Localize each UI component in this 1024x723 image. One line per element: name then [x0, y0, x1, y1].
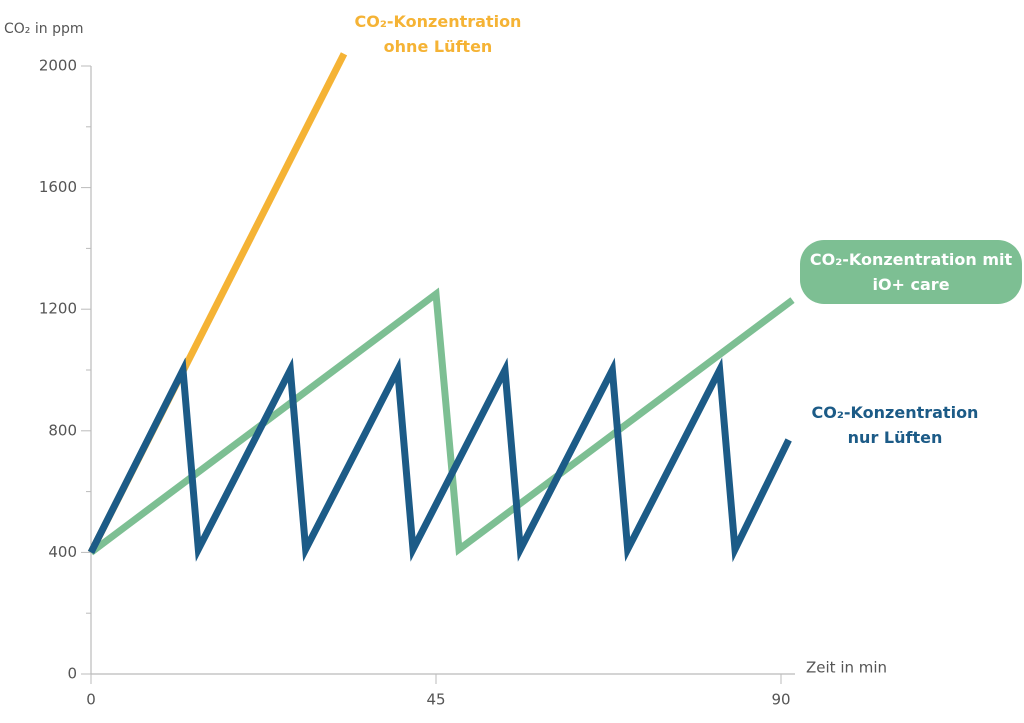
x-tick-label: 90 — [771, 691, 790, 709]
series-label: CO₂-Konzentration mit iO+ care — [800, 240, 1022, 304]
series-label: CO₂-Konzentration nur Lüften — [811, 403, 979, 447]
x-tick-label: 45 — [426, 691, 445, 709]
x-tick-label: 0 — [86, 691, 96, 709]
y-tick-label: 800 — [48, 421, 77, 439]
y-tick-label: 1600 — [39, 178, 77, 196]
y-axis-label: CO₂ in ppm — [4, 21, 83, 37]
y-tick-label: 2000 — [39, 57, 77, 75]
series-line — [87, 357, 792, 563]
y-tick-label: 1200 — [39, 300, 77, 318]
y-tick-label: 400 — [48, 543, 77, 561]
x-axis-label: Zeit in min — [806, 659, 887, 677]
y-tick-label: 0 — [67, 665, 77, 683]
series-label: CO₂-Konzentration ohne Lüften — [354, 12, 522, 56]
